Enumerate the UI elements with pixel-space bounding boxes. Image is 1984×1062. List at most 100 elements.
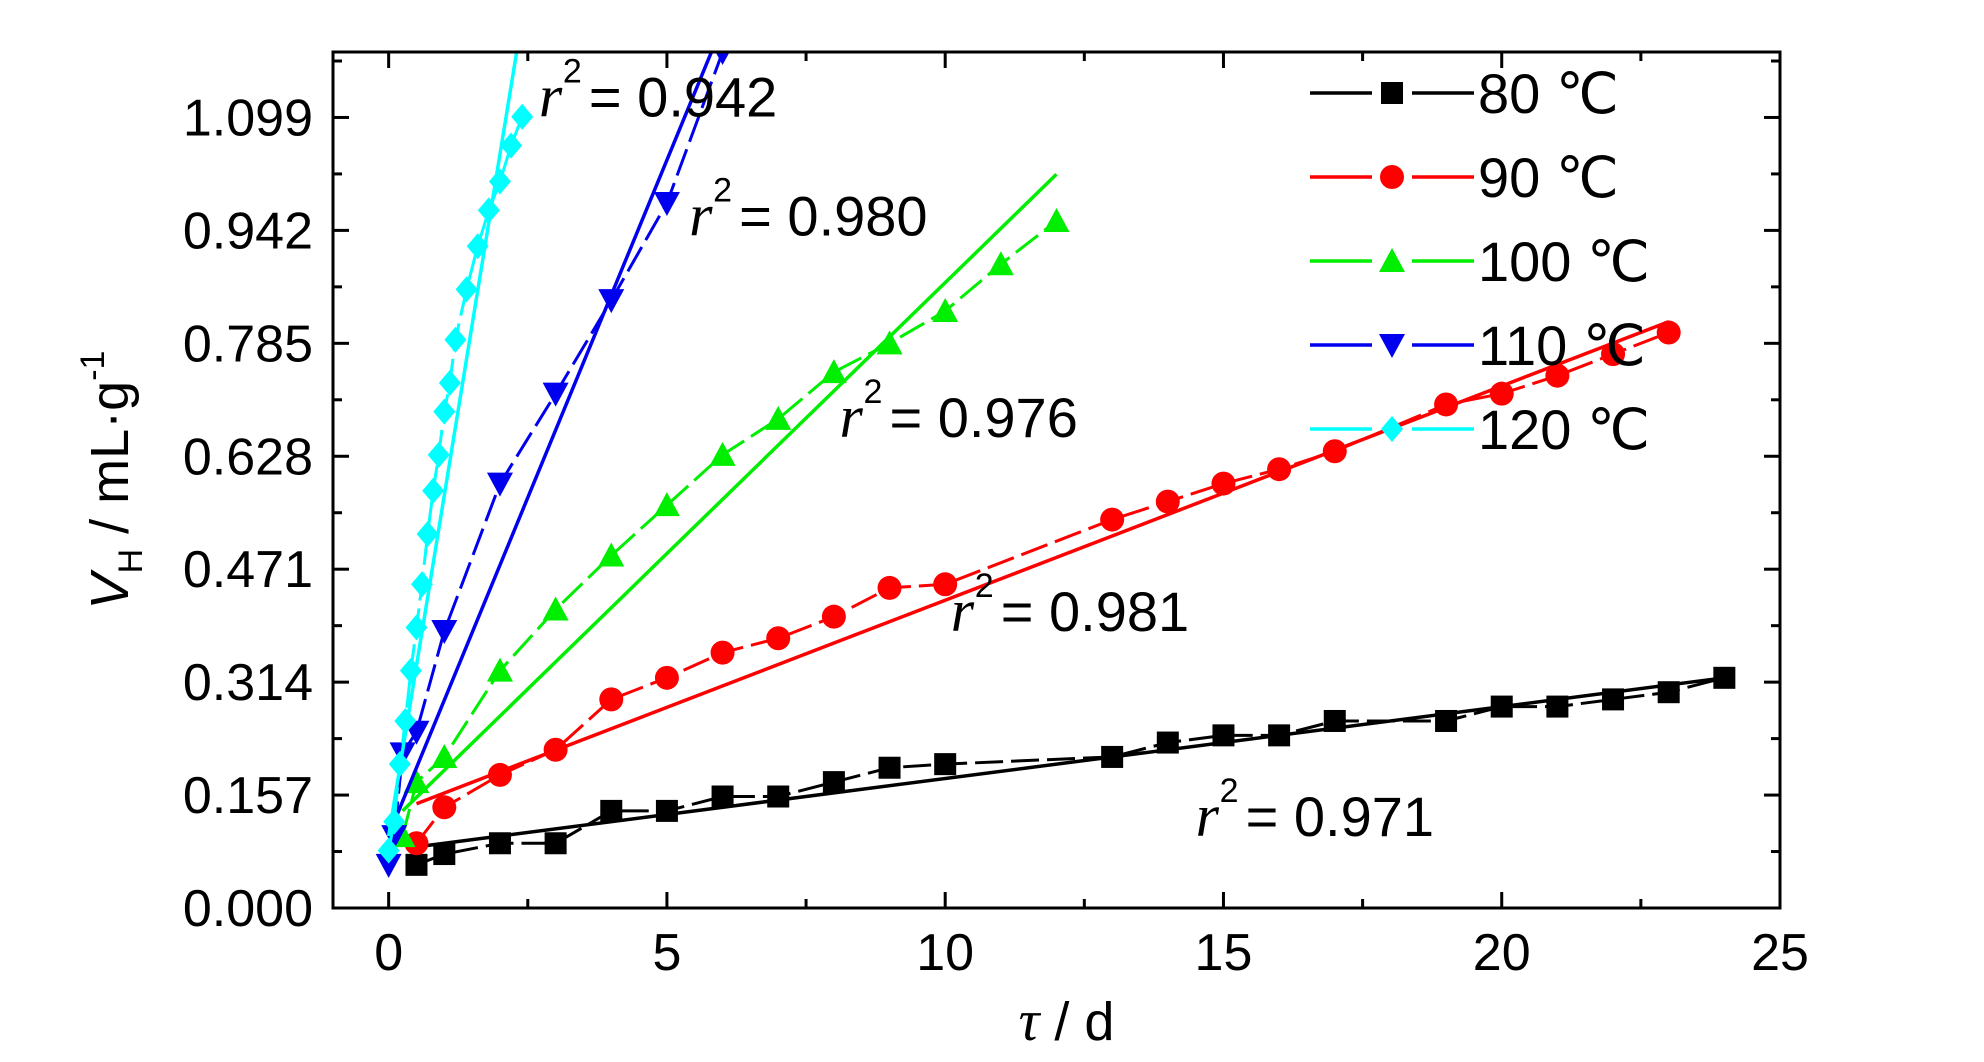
data-point — [1657, 681, 1680, 704]
data-point — [383, 808, 406, 835]
data-point — [876, 330, 903, 355]
x-tick-label: 0 — [374, 924, 403, 982]
y-axis-title: VH / mL·g-1 — [74, 351, 150, 610]
series-2 — [389, 173, 1070, 848]
data-point — [821, 604, 846, 629]
r-symbol: r — [951, 578, 975, 644]
r2-value: = 0.980 — [739, 184, 927, 247]
data-point — [1602, 688, 1625, 711]
y-tick-label: 0.314 — [183, 654, 313, 712]
data-point — [600, 799, 623, 822]
data-point — [765, 405, 792, 430]
data-point — [932, 297, 959, 322]
x-tick-label: 15 — [1195, 924, 1253, 982]
data-point — [388, 751, 411, 778]
data-point — [1601, 342, 1626, 367]
legend-label: 110 ℃ — [1478, 314, 1646, 377]
r2-value: = 0.981 — [1001, 580, 1189, 643]
y-tick-label: 0.471 — [183, 541, 313, 599]
series-0 — [405, 666, 1736, 876]
data-point — [1656, 320, 1681, 345]
r2-annotation: r 2 = 0.981 — [951, 567, 1189, 644]
legend-marker — [1379, 334, 1405, 358]
data-point — [399, 657, 422, 684]
legend-label: 120 ℃ — [1478, 398, 1650, 461]
data-point — [1043, 208, 1070, 233]
x-tick-label: 20 — [1473, 924, 1531, 982]
data-point — [599, 687, 624, 712]
data-point — [1435, 709, 1458, 732]
data-point — [934, 753, 957, 776]
series-1 — [404, 320, 1681, 856]
legend-label: 80 ℃ — [1478, 62, 1619, 125]
data-point — [500, 132, 523, 159]
data-point — [375, 853, 402, 878]
data-point — [1490, 695, 1513, 718]
data-point — [1268, 724, 1291, 747]
data-point — [511, 103, 534, 130]
data-point — [654, 665, 679, 690]
data-point — [466, 233, 489, 260]
data-point — [766, 626, 791, 651]
data-point — [1546, 695, 1569, 718]
series-line — [387, 52, 725, 866]
data-point — [488, 832, 511, 855]
series-4 — [377, 52, 534, 864]
data-point — [486, 657, 513, 682]
r-exponent: 2 — [975, 567, 994, 605]
r-exponent: 2 — [713, 171, 732, 209]
data-point — [598, 542, 625, 567]
data-point — [711, 785, 734, 808]
legend: 80 ℃ 90 ℃ 100 ℃ 110 ℃ 120 ℃ — [1310, 62, 1650, 461]
r-symbol: r — [1196, 783, 1220, 849]
fit-line — [415, 320, 1670, 806]
data-point — [431, 743, 458, 768]
data-point — [404, 831, 429, 856]
data-point — [820, 359, 847, 384]
r-exponent: 2 — [863, 373, 882, 411]
data-point — [877, 575, 902, 600]
data-point — [653, 192, 680, 217]
legend-marker — [1380, 165, 1404, 189]
data-point — [438, 369, 461, 396]
data-point — [431, 620, 458, 645]
data-point — [411, 571, 434, 598]
x-tick-label: 10 — [916, 924, 974, 982]
data-point — [1100, 507, 1125, 532]
data-point — [710, 640, 735, 665]
data-point — [655, 799, 678, 822]
data-point — [405, 853, 428, 876]
data-point — [1713, 666, 1736, 689]
x-tick-label: 25 — [1751, 924, 1809, 982]
data-point — [433, 843, 456, 866]
data-point — [933, 572, 958, 597]
fit-line — [401, 173, 1058, 813]
series-layer — [375, 52, 1736, 878]
legend-item: 120 ℃ — [1310, 398, 1650, 461]
y-tick-label: 0.157 — [183, 767, 313, 825]
r2-annotation: r 2 = 0.942 — [539, 53, 777, 130]
r-symbol: r — [689, 182, 713, 248]
legend-item: 100 ℃ — [1310, 230, 1650, 293]
r2-value: = 0.971 — [1246, 785, 1434, 848]
y-tick-label: 0.000 — [183, 880, 313, 938]
y-tick-label: 0.628 — [183, 428, 313, 486]
data-point — [416, 520, 439, 547]
data-point — [543, 737, 568, 762]
legend-label: 90 ℃ — [1478, 146, 1619, 209]
legend-marker — [1379, 248, 1405, 272]
data-point — [1545, 363, 1570, 388]
legend-marker — [1381, 416, 1403, 442]
data-point — [1156, 731, 1179, 754]
legend-marker — [1381, 82, 1403, 104]
r-symbol: r — [839, 384, 863, 450]
data-point — [1322, 439, 1347, 464]
r2-annotation: r 2 = 0.971 — [1196, 772, 1434, 849]
data-point — [422, 477, 445, 504]
x-tick-label: 5 — [652, 924, 681, 982]
legend-item: 90 ℃ — [1310, 146, 1619, 209]
data-point — [1323, 709, 1346, 732]
data-point — [455, 276, 478, 303]
r-symbol: r — [539, 64, 563, 130]
